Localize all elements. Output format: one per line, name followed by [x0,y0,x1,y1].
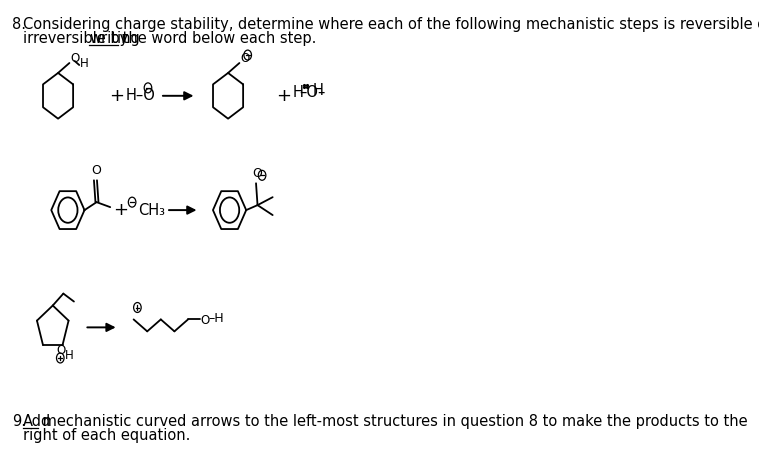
Text: mechanistic curved arrows to the left-most structures in question 8 to make the : mechanistic curved arrows to the left-mo… [38,414,748,429]
Text: 9.: 9. [12,414,26,429]
Text: +: + [113,201,128,219]
Text: H: H [293,85,304,100]
Text: O: O [240,52,250,65]
Text: 8.: 8. [12,17,26,32]
Text: –O–: –O– [299,85,326,100]
Text: O: O [201,314,210,327]
Text: H: H [313,83,323,98]
Text: writing: writing [89,31,140,46]
Text: H: H [65,348,74,361]
Text: +: + [276,87,291,105]
Text: irreversible by: irreversible by [23,31,132,46]
Text: H: H [80,57,89,69]
Text: CH₃: CH₃ [138,202,165,217]
Text: O: O [70,52,80,65]
Text: O: O [92,164,102,177]
Text: O: O [252,167,262,180]
Text: H–O: H–O [125,88,155,103]
Text: +: + [109,87,124,105]
Text: O: O [56,343,66,357]
Text: right of each equation.: right of each equation. [23,428,190,443]
Text: Add: Add [23,414,51,429]
Text: –H: –H [209,312,224,325]
Text: the word below each step.: the word below each step. [118,31,317,46]
Text: Considering charge stability, determine where each of the following mechanistic : Considering charge stability, determine … [23,17,759,32]
